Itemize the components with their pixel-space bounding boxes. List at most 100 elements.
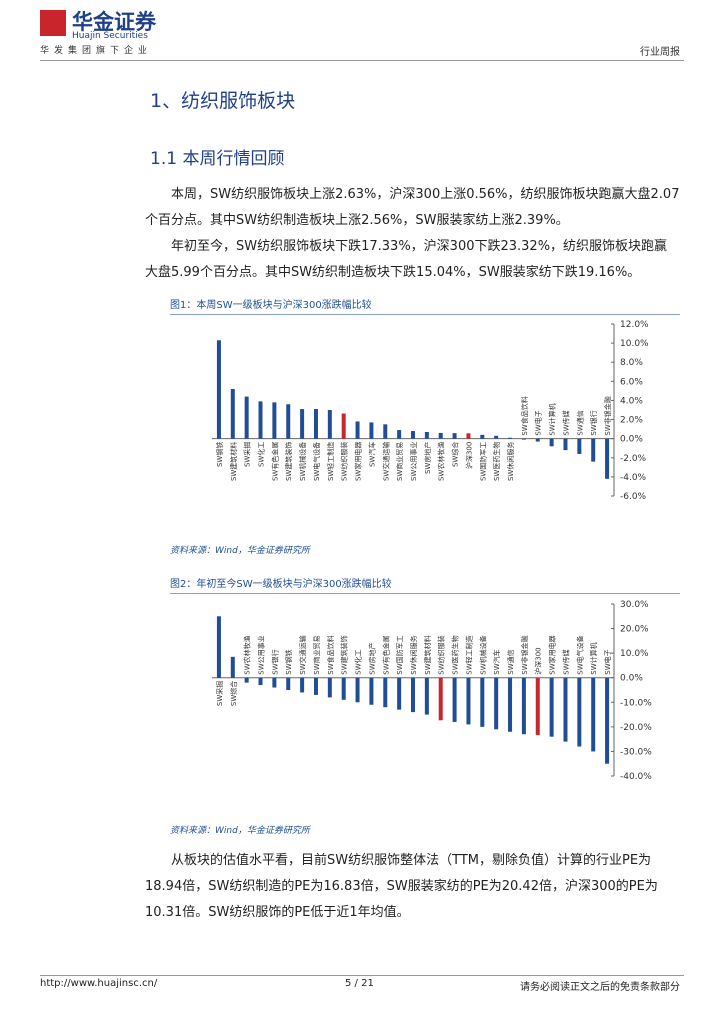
x-tick-label: SW休闲服务 <box>409 635 418 674</box>
x-tick-label: SW交通运输 <box>298 635 307 674</box>
bar <box>438 677 443 721</box>
bar <box>355 421 360 439</box>
x-tick-label: SW采掘 <box>215 681 224 706</box>
x-tick-label: SW钢铁 <box>284 649 293 674</box>
x-tick-label: SW钢铁 <box>215 442 224 467</box>
header-rule <box>40 60 684 61</box>
figure-caption: 图2：年初至今SW一级板块与沪深300涨跌幅比较 <box>170 575 680 594</box>
x-tick-label: SW非银金融 <box>520 635 529 674</box>
y-tick-label: 10.0% <box>620 649 649 659</box>
bar <box>230 388 235 439</box>
bar <box>411 677 415 713</box>
bar <box>216 340 221 439</box>
bar <box>521 438 526 440</box>
bar <box>244 677 249 683</box>
bar <box>341 413 346 439</box>
y-tick-label: 4.0% <box>620 396 643 406</box>
bar <box>549 438 554 447</box>
x-tick-label: SW综合 <box>451 442 460 467</box>
bar <box>327 677 332 698</box>
section-title: 1、纺织服饰板块 <box>150 90 296 112</box>
x-tick-label: SW纺织服装 <box>437 635 446 674</box>
y-tick-label: 0.0% <box>620 435 643 445</box>
bar <box>466 677 471 725</box>
x-tick-label: SW国防军工 <box>478 442 487 481</box>
x-tick-label: SW综合 <box>229 681 238 706</box>
y-tick-label: 2.0% <box>620 416 643 426</box>
bar <box>313 677 318 695</box>
bar <box>466 433 471 439</box>
bar <box>397 677 402 710</box>
report-type: 行业周报 <box>640 47 680 58</box>
logo-text: 华金证券 <box>72 10 156 34</box>
x-tick-label: SW食品饮料 <box>520 396 529 435</box>
bar <box>549 677 554 737</box>
y-tick-label: 6.0% <box>620 377 643 387</box>
bar <box>535 438 540 442</box>
bar <box>591 438 596 462</box>
paragraph: 年初至今，SW纺织服饰板块下跌17.33%，沪深300下跌23.32%，纺织服饰… <box>145 239 668 280</box>
x-tick-label: SW机械设备 <box>298 442 307 481</box>
bar <box>508 437 513 439</box>
x-tick-label: SW电气设备 <box>312 442 321 481</box>
bar <box>535 677 540 736</box>
bar <box>327 410 332 439</box>
y-tick-label: -20.0% <box>620 723 652 733</box>
bar <box>424 677 429 715</box>
paragraph: 从板块的估值水平看，目前SW纺织服饰整体法（TTM，剔除负值）计算的行业PE为1… <box>145 853 658 920</box>
x-tick-label: SW商业贸易 <box>312 635 321 674</box>
x-tick-label: SW计算机 <box>548 403 557 435</box>
y-tick-label: -40.0% <box>620 772 652 782</box>
x-tick-label: SW商业贸易 <box>395 442 404 481</box>
figure-source: 资料来源：Wind，华金证券研究所 <box>170 826 310 836</box>
bar <box>494 677 499 730</box>
y-tick-label: -6.0% <box>620 492 647 502</box>
bar <box>258 401 263 439</box>
y-tick-label: 12.0% <box>620 320 649 330</box>
x-tick-label: SW采掘 <box>243 442 252 467</box>
bar <box>244 396 249 439</box>
bar <box>605 677 610 764</box>
x-tick-label: SW通信 <box>506 649 515 674</box>
y-tick-label: -10.0% <box>620 698 652 708</box>
bar <box>369 677 374 705</box>
x-tick-label: SW有色金属 <box>270 442 279 481</box>
x-tick-label: 沪深300 <box>534 647 543 674</box>
x-tick-label: SW建筑装饰 <box>340 635 349 674</box>
x-tick-label: SW传媒 <box>561 649 570 674</box>
bar <box>563 677 568 742</box>
bar <box>438 432 443 439</box>
x-tick-label: 沪深300 <box>464 442 473 469</box>
bar <box>605 438 610 479</box>
page-number: 5 / 21 <box>345 978 374 989</box>
tagline: 华发集团旗下企业 <box>40 46 153 56</box>
x-tick-label: SW汽车 <box>492 649 501 674</box>
bar <box>300 409 305 439</box>
figure-source: 资料来源：Wind，华金证券研究所 <box>170 546 310 556</box>
bar <box>563 438 568 451</box>
x-tick-label: SW传媒 <box>561 410 570 435</box>
bar <box>230 656 235 678</box>
x-tick-label: SW银行 <box>270 649 279 674</box>
x-tick-label: SW电气设备 <box>575 635 584 674</box>
x-tick-label: SW食品饮料 <box>326 635 335 674</box>
bar <box>313 409 318 439</box>
x-tick-label: SW轻工制造 <box>464 635 473 674</box>
bar <box>258 677 263 686</box>
bar <box>383 677 388 708</box>
x-tick-label: SW农林牧渔 <box>243 635 252 674</box>
bar <box>577 438 582 454</box>
bar <box>521 677 526 735</box>
x-tick-label: SW公用事业 <box>409 442 418 481</box>
figure-caption: 图1：本周SW一级板块与沪深300涨跌幅比较 <box>170 296 680 315</box>
bar <box>577 677 582 747</box>
x-tick-label: SW公用事业 <box>257 635 266 674</box>
x-tick-label: SW纺织服装 <box>340 442 349 481</box>
x-tick-label: SW化工 <box>354 649 363 674</box>
x-tick-label: SW汽车 <box>367 442 376 467</box>
y-tick-label: 0.0% <box>620 674 643 684</box>
bar <box>272 402 277 439</box>
x-tick-label: SW建筑材料 <box>423 635 432 674</box>
x-tick-label: SW电子 <box>534 410 543 435</box>
